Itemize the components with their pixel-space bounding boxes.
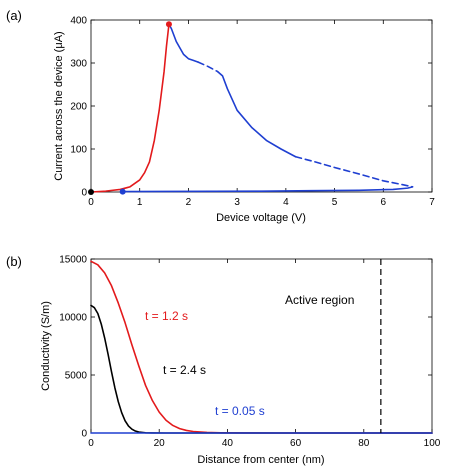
x-tick-label: 1 xyxy=(137,197,143,208)
y-tick-label: 200 xyxy=(70,102,87,113)
series-line-blue-5 xyxy=(121,186,414,193)
y-tick-label: 5000 xyxy=(65,371,88,382)
annotation-t-0-05: t = 0.05 s xyxy=(215,404,265,418)
x-tick-label: 4 xyxy=(283,197,289,208)
x-tick-label: 60 xyxy=(290,438,302,449)
y-tick-label: 0 xyxy=(81,188,87,199)
panel-b: (b) 0 20 40 60 80 100 0 5000 10000 15000 t = 1.2 … xyxy=(6,254,441,466)
series-line-red-0 xyxy=(90,23,170,193)
panel-a-lines xyxy=(90,23,414,193)
x-tick-label: 5 xyxy=(332,197,338,208)
series-line-blue-3 xyxy=(216,70,297,158)
panel-a-ylabel: Current across the device (μA) xyxy=(53,31,65,180)
x-tick-label: 20 xyxy=(154,438,166,449)
y-tick-label: 300 xyxy=(70,59,87,70)
annotation-t-1-2: t = 1.2 s xyxy=(145,309,188,323)
y-tick-label: 100 xyxy=(70,145,87,156)
series-line-blue-4 xyxy=(294,155,414,188)
x-tick-label: 80 xyxy=(358,438,370,449)
panel-b-label: (b) xyxy=(6,254,22,269)
panel-a-markers xyxy=(88,21,172,195)
x-tick-label: 40 xyxy=(222,438,234,449)
panel-b-ticks: 0 20 40 60 80 100 0 5000 10000 15000 xyxy=(59,255,441,450)
panel-a-label: (a) xyxy=(6,8,22,23)
x-tick-label: 2 xyxy=(186,197,192,208)
annotation-t-2-4: t = 2.4 s xyxy=(163,363,206,377)
annotation-active-region: Active region xyxy=(285,293,354,307)
panel-a: (a) 0 1 2 3 4 5 6 7 0 100 200 300 400 Device voltage… xyxy=(6,8,435,224)
panel-a-xlabel: Device voltage (V) xyxy=(216,212,306,224)
x-tick-label: 6 xyxy=(381,197,387,208)
panel-b-xlabel: Distance from center (nm) xyxy=(197,454,324,466)
x-tick-label: 0 xyxy=(88,438,94,449)
series-line-blue-2 xyxy=(197,61,219,73)
marker-blue xyxy=(119,188,126,195)
y-tick-label: 15000 xyxy=(59,255,87,266)
panel-b-lines xyxy=(90,260,433,434)
x-tick-label: 100 xyxy=(424,438,441,449)
x-tick-label: 0 xyxy=(88,197,94,208)
y-tick-label: 0 xyxy=(81,429,87,440)
marker-red xyxy=(165,21,172,28)
x-tick-label: 7 xyxy=(429,197,435,208)
y-tick-label: 400 xyxy=(70,16,87,27)
series-line-blue-1 xyxy=(168,23,199,63)
panel-a-axes-box xyxy=(90,19,433,193)
panel-b-ylabel: Conductivity (S/m) xyxy=(40,301,52,391)
marker-black xyxy=(88,189,94,195)
y-tick-label: 10000 xyxy=(59,313,87,324)
x-tick-label: 3 xyxy=(234,197,240,208)
panel-a-ticks: 0 1 2 3 4 5 6 7 0 100 200 300 400 xyxy=(70,16,435,209)
